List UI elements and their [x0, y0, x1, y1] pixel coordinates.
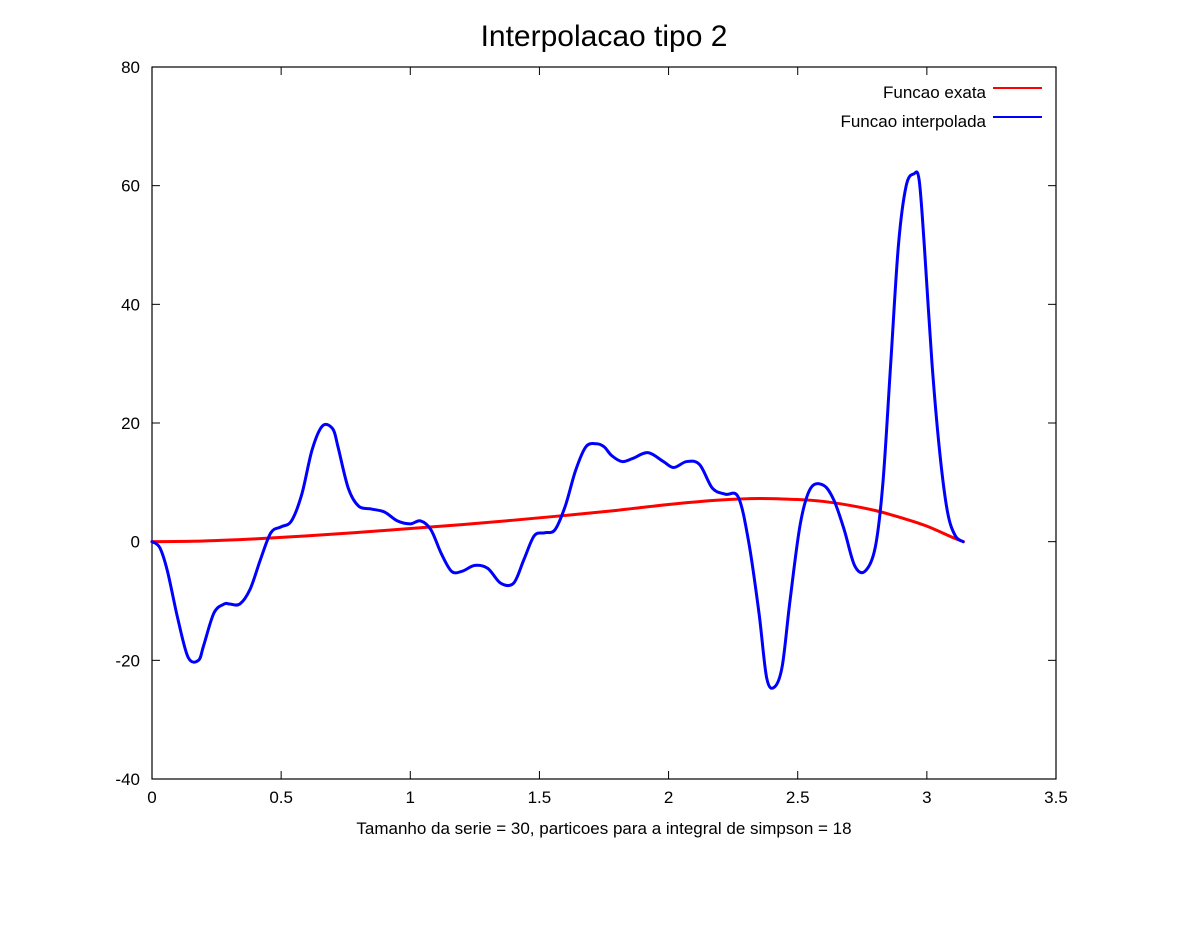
y-tick-label: 20: [121, 414, 140, 433]
plot-area: 0 0.5 1 1.5 2 2.5 3 3.5 -40 -20 0 20 40 60 80: [115, 58, 1067, 807]
x-tick-label: 1: [406, 788, 415, 807]
plot-frame: [151, 66, 1057, 780]
series-line-interpolada: [150, 170, 965, 690]
series-line-exata: [150, 496, 965, 544]
axis-tick-labels: 0 0.5 1 1.5 2 2.5 3 3.5 -40 -20 0 20 40 60 80: [115, 58, 1067, 807]
legend-label-interpolada: Funcao interpolada: [840, 112, 986, 131]
legend-item-interpolada: Funcao interpolada: [840, 112, 1042, 131]
legend: Funcao exata Funcao interpolada: [840, 83, 1042, 131]
series-lines: [150, 170, 965, 690]
y-tick-label: -40: [115, 770, 140, 789]
chart-title: Interpolacao tipo 2: [481, 20, 728, 53]
x-tick-label: 2.5: [786, 788, 810, 807]
x-tick-label: 3.5: [1044, 788, 1068, 807]
x-tick-label: 3: [922, 788, 931, 807]
y-tick-label: 80: [121, 58, 140, 77]
legend-item-exata: Funcao exata: [883, 83, 1042, 102]
y-tick-label: 60: [121, 177, 140, 196]
x-tick-label: 0: [147, 788, 156, 807]
y-tick-label: 40: [121, 295, 140, 314]
y-tick-label: -20: [115, 651, 140, 670]
x-tick-label: 2: [664, 788, 673, 807]
y-tick-label: 0: [131, 533, 140, 552]
x-tick-label: 1.5: [528, 788, 552, 807]
x-axis-label: Tamanho da serie = 30, particoes para a …: [356, 819, 851, 838]
x-tick-label: 0.5: [269, 788, 293, 807]
axis-ticks: [151, 66, 1057, 780]
legend-label-exata: Funcao exata: [883, 83, 987, 102]
